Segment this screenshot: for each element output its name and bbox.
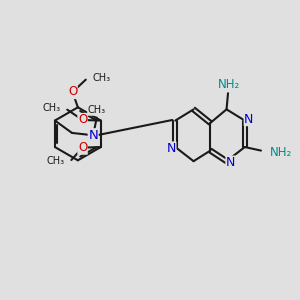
- Text: CH₃: CH₃: [92, 73, 110, 83]
- Text: N: N: [244, 112, 254, 126]
- Text: CH₃: CH₃: [88, 105, 106, 115]
- Text: O: O: [78, 141, 87, 154]
- Text: N: N: [226, 156, 236, 169]
- Text: CH₃: CH₃: [43, 103, 61, 113]
- Text: NH₂: NH₂: [218, 78, 241, 92]
- Text: N: N: [88, 129, 98, 142]
- Text: CH₃: CH₃: [47, 157, 65, 166]
- Text: N: N: [167, 142, 176, 155]
- Text: O: O: [68, 85, 77, 98]
- Text: O: O: [78, 113, 87, 127]
- Text: NH₂: NH₂: [270, 146, 292, 159]
